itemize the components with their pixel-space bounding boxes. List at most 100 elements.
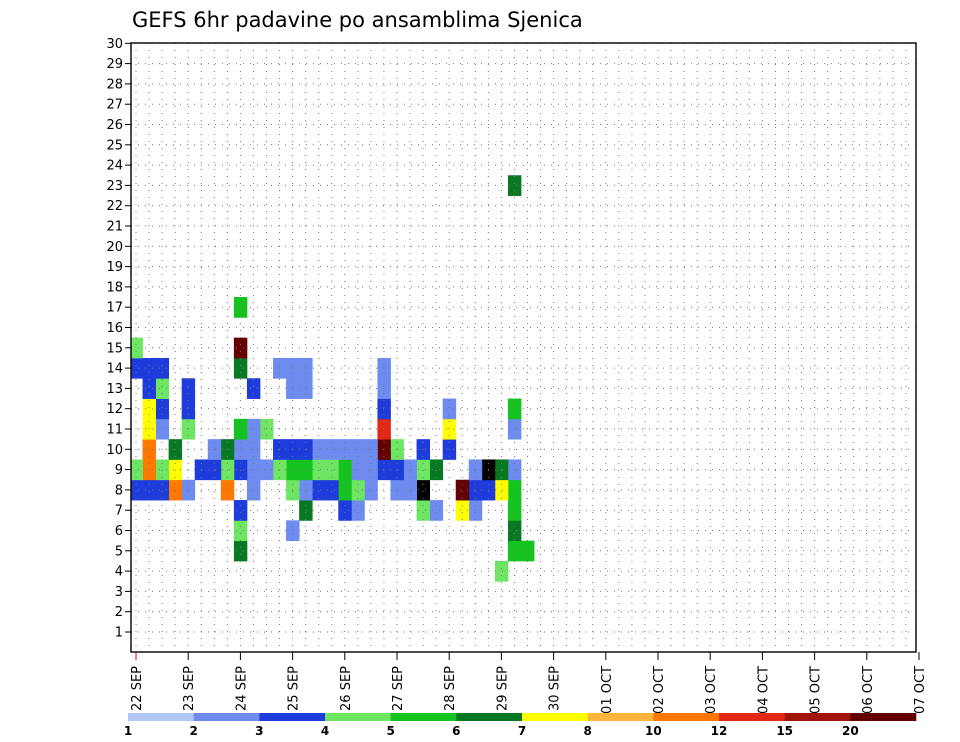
heatmap-cell — [233, 297, 248, 318]
heatmap-cell — [299, 378, 313, 399]
chart-title: GEFS 6hr padavine po ansamblima Sjenica — [132, 8, 583, 32]
y-tick-label: 21 — [106, 220, 123, 235]
heatmap-cell — [377, 357, 391, 379]
heatmap-cell — [416, 479, 431, 501]
heatmap-cell — [131, 337, 143, 359]
y-tick-label: 27 — [106, 98, 123, 113]
x-tick-label: 26 SEP — [339, 666, 354, 711]
y-tick-label: 3 — [115, 585, 123, 600]
y-axis: 1234567891011121314151617181920212223242… — [106, 37, 131, 641]
y-tick-label: 26 — [106, 118, 123, 133]
heatmap-cell — [299, 459, 313, 481]
x-tick-label: 24 SEP — [234, 666, 249, 711]
colorbar-segment — [587, 713, 654, 721]
heatmap-cell — [273, 357, 287, 379]
x-tick-label: 02 OCT — [652, 666, 667, 714]
heatmap-cell — [220, 479, 235, 501]
colorbar-label: 8 — [583, 724, 591, 738]
heatmap-cell — [312, 479, 326, 501]
y-tick-label: 2 — [115, 605, 123, 620]
heatmap-cell — [338, 500, 352, 521]
heatmap-cell — [131, 357, 143, 379]
heatmap-cell — [468, 479, 483, 501]
x-tick-label: 28 SEP — [443, 666, 458, 711]
heatmap-cell — [142, 418, 156, 440]
heatmap-cell — [507, 479, 522, 501]
heatmap-cell — [181, 398, 196, 420]
heatmap-cell — [233, 337, 248, 359]
colorbar-label: 5 — [386, 724, 394, 738]
heatmap-cell — [142, 357, 156, 379]
colorbar-segment — [193, 713, 260, 721]
grid-lines — [131, 42, 916, 652]
heatmap-cell — [181, 378, 196, 399]
heatmap-cell — [429, 459, 444, 481]
heatmap-cell — [403, 459, 417, 481]
colorbar-segment — [325, 713, 391, 721]
y-tick-label: 16 — [106, 321, 123, 336]
heatmap-cell — [233, 520, 248, 542]
heatmap-cell — [142, 459, 156, 481]
y-tick-label: 23 — [106, 179, 123, 194]
y-tick-label: 15 — [106, 341, 123, 356]
y-tick-label: 22 — [106, 199, 123, 214]
heatmap-cell — [259, 459, 274, 481]
heatmap-cell — [168, 459, 183, 481]
heatmap-cell — [233, 540, 248, 562]
heatmap-cell — [233, 357, 248, 379]
heatmap-cell — [259, 418, 274, 440]
colorbar-label: 20 — [842, 724, 859, 738]
y-tick-label: 10 — [106, 443, 123, 458]
heatmap-cell — [273, 459, 287, 481]
heatmap-cell — [364, 479, 378, 501]
heatmap-cell — [403, 479, 417, 501]
heatmap-cell — [142, 479, 156, 501]
heatmap-cell — [507, 459, 522, 481]
heatmap-cell — [377, 378, 391, 399]
x-tick-label: 07 OCT — [913, 666, 928, 714]
heatmap-cell — [155, 479, 170, 501]
heatmap-cell — [233, 418, 248, 440]
x-tick-label: 04 OCT — [756, 666, 771, 714]
heatmap-cell — [338, 459, 352, 481]
heatmap-cell — [233, 459, 248, 481]
heatmap-cell — [416, 500, 431, 521]
heatmap-cell — [168, 479, 183, 501]
colorbar-label: 1 — [124, 724, 132, 738]
heatmap-cell — [325, 479, 339, 501]
heatmap-cell — [494, 560, 509, 582]
heatmap-cell — [338, 479, 352, 501]
heatmap-cell — [455, 500, 470, 521]
heatmap-cell — [507, 418, 522, 440]
heatmap-cell — [246, 378, 261, 399]
colorbar-label: 10 — [645, 724, 662, 738]
heatmap-cell — [442, 398, 457, 420]
y-tick-label: 13 — [106, 382, 123, 397]
heatmap-cell — [299, 479, 313, 501]
colorbar-label: 3 — [255, 724, 263, 738]
colorbar-label: 6 — [452, 724, 460, 738]
x-tick-label: 27 SEP — [391, 666, 406, 711]
heatmap-cell — [246, 418, 261, 440]
x-tick-label: 05 OCT — [809, 666, 824, 714]
heatmap-cell — [377, 459, 391, 481]
heatmap-cell — [429, 500, 444, 521]
heatmap-cell — [494, 479, 509, 501]
x-tick-label: 03 OCT — [704, 666, 719, 714]
heatmap-cell — [155, 418, 170, 440]
heatmap-cell — [207, 459, 222, 481]
y-tick-label: 18 — [106, 280, 123, 295]
y-tick-label: 5 — [115, 544, 123, 559]
heatmap-cell — [507, 520, 522, 542]
colorbar-label: 4 — [321, 724, 329, 738]
heatmap-cell — [455, 479, 470, 501]
heatmap-cell — [416, 459, 431, 481]
colorbar-segment — [719, 713, 785, 721]
y-tick-label: 6 — [115, 524, 123, 539]
x-tick-label: 25 SEP — [287, 666, 302, 711]
heatmap-cell — [131, 479, 143, 501]
heatmap-cell — [468, 500, 483, 521]
heatmap-cell — [220, 459, 235, 481]
y-tick-label: 11 — [106, 423, 123, 438]
